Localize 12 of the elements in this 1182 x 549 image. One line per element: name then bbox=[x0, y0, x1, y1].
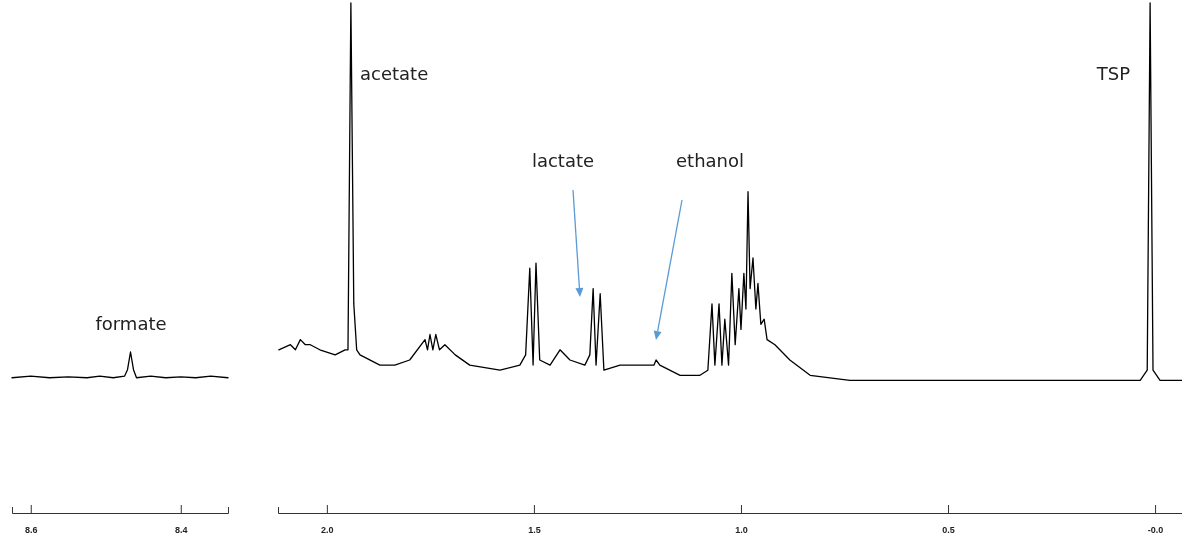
x-tick-label: 8.6 bbox=[24, 525, 38, 536]
annotation: acetate bbox=[360, 63, 429, 84]
annotation: TSP bbox=[1095, 63, 1131, 84]
text: formate bbox=[95, 313, 167, 334]
x-tick-label: 2.0 bbox=[321, 525, 334, 536]
x-tick-label: -0.0 bbox=[1147, 525, 1164, 536]
x-tick-label: 1.5 bbox=[528, 525, 541, 536]
x-tick-label: 0.5 bbox=[942, 525, 955, 536]
annotation: ethanol bbox=[676, 150, 744, 171]
annotation: lactate bbox=[531, 150, 595, 171]
x-tick-label: 8.4 bbox=[174, 525, 188, 536]
x-tick-label: 1.0 bbox=[735, 525, 748, 536]
